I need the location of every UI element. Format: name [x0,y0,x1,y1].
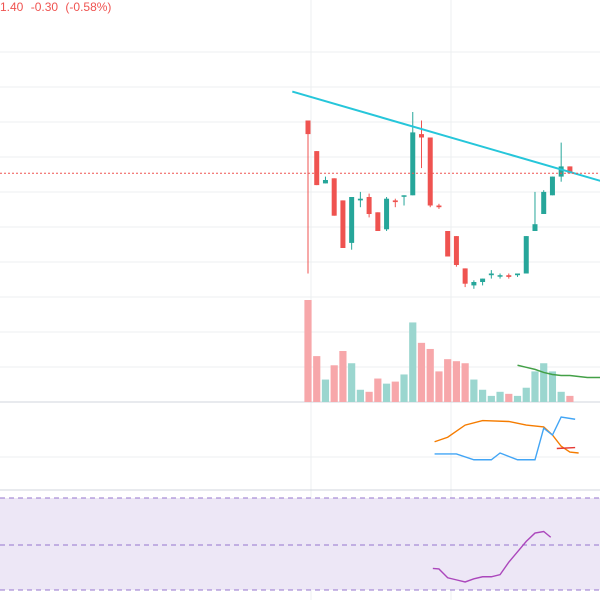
indicator-pane [434,416,579,461]
candle-body [392,200,398,203]
candle-body [515,273,521,276]
candle-body [497,275,503,277]
change-value: -0.30 [30,0,59,14]
candle-body [384,198,390,230]
volume-bar [365,391,373,402]
candle-body [506,275,512,277]
candle-body [331,178,337,216]
candle-body [357,198,363,201]
candle-body [541,191,547,214]
volume-bar [374,378,382,402]
candle-body [366,197,372,214]
volume-bar [505,393,513,402]
candle-body [480,278,486,282]
candle-body [532,224,538,231]
candle-body [462,268,468,284]
candle-body [340,200,346,248]
candle-body [401,195,407,197]
candle-body [322,180,328,184]
indicator-blue-line [434,416,576,461]
volume-bar [304,300,312,402]
overlays-layer [0,90,600,182]
candle-body [549,176,555,196]
volume-bar [356,389,364,402]
volume-bar [548,371,557,402]
volume-bar [435,371,443,402]
volume-bar [479,389,487,402]
volume-bar [313,356,321,402]
volume-bar [339,351,347,402]
change-percent: (-0.58%) [65,0,112,14]
price-legend: 1.40 -0.30 (-0.58%) [0,0,115,14]
candle-body [418,134,424,138]
volume-bar [487,395,495,402]
volume-bar [409,322,417,402]
volume-bar [470,379,478,402]
rsi-pane [0,497,600,591]
candle-body [375,212,381,231]
candle-body [349,197,355,243]
volume-bar [321,379,330,402]
rsi-band [0,498,600,590]
volume-bar [382,383,391,402]
volume-bar [330,365,338,402]
volume-bar [540,363,548,402]
volume-bar [426,348,434,402]
candle-body [410,132,416,196]
last-value: 1.40 [0,0,24,14]
volume-pane [304,300,600,402]
candle-body [453,236,459,265]
volume-bar [461,363,469,402]
candle-body [471,282,477,286]
candle-body [436,205,442,208]
candle-body [488,273,494,276]
volume-bar [348,363,356,402]
volume-bar [444,359,452,402]
trendline [292,90,600,182]
volume-bar [417,342,426,402]
volume-bar [391,381,399,402]
rsi-line [432,530,552,583]
volume-bar [513,395,522,402]
candle-body [558,166,564,177]
candle-body [314,151,320,186]
volume-bar [452,361,461,402]
candle-body [427,137,433,206]
candle-body [445,231,451,257]
volume-bar [522,387,530,402]
volume-bar [557,391,565,402]
indicator-red-line [556,446,576,450]
volume-bar [531,371,539,402]
candle-body [305,120,311,135]
volume-bar [400,374,408,402]
candle-body [567,166,573,174]
volume-bar [566,395,574,402]
volume-ma-line [517,364,600,379]
volume-bar [496,391,504,402]
candle-body [523,236,529,274]
